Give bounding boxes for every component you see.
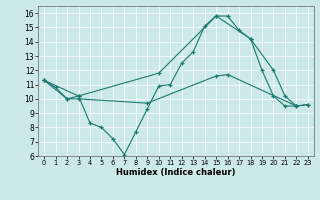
X-axis label: Humidex (Indice chaleur): Humidex (Indice chaleur) [116, 168, 236, 177]
